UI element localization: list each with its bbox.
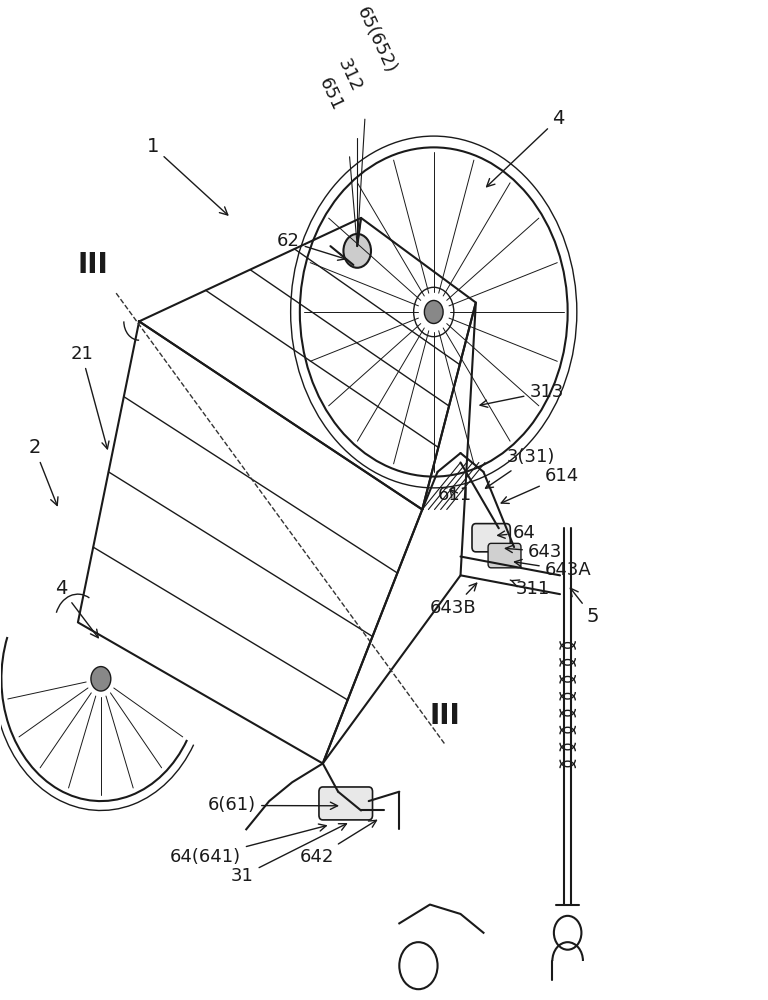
Text: 614: 614	[502, 467, 579, 503]
Circle shape	[343, 234, 371, 268]
Text: 1: 1	[147, 137, 228, 215]
Text: 62: 62	[277, 232, 346, 260]
Text: 2: 2	[28, 438, 58, 505]
Text: 4: 4	[487, 109, 564, 187]
Text: 3(31): 3(31)	[485, 448, 554, 488]
Text: 64(641): 64(641)	[170, 824, 326, 866]
FancyBboxPatch shape	[488, 543, 521, 568]
Text: 64: 64	[498, 524, 535, 542]
Text: 643: 643	[505, 543, 562, 561]
Text: 21: 21	[70, 345, 109, 449]
Text: 31: 31	[231, 824, 346, 885]
Text: 651: 651	[315, 75, 346, 114]
Text: 4: 4	[55, 579, 98, 638]
Text: 643A: 643A	[515, 559, 591, 579]
Text: III: III	[78, 251, 108, 279]
Text: 65(652): 65(652)	[353, 4, 399, 76]
Text: 642: 642	[300, 820, 376, 866]
Text: 5: 5	[571, 588, 599, 626]
Circle shape	[91, 667, 111, 691]
Text: 611: 611	[438, 486, 472, 504]
Text: 643B: 643B	[430, 583, 477, 617]
Text: 311: 311	[510, 580, 550, 598]
Circle shape	[425, 300, 443, 324]
Text: 313: 313	[480, 383, 564, 407]
Text: III: III	[430, 702, 461, 730]
FancyBboxPatch shape	[319, 787, 372, 820]
FancyBboxPatch shape	[472, 524, 510, 552]
Text: 6(61): 6(61)	[208, 796, 338, 814]
Text: 312: 312	[334, 56, 365, 95]
